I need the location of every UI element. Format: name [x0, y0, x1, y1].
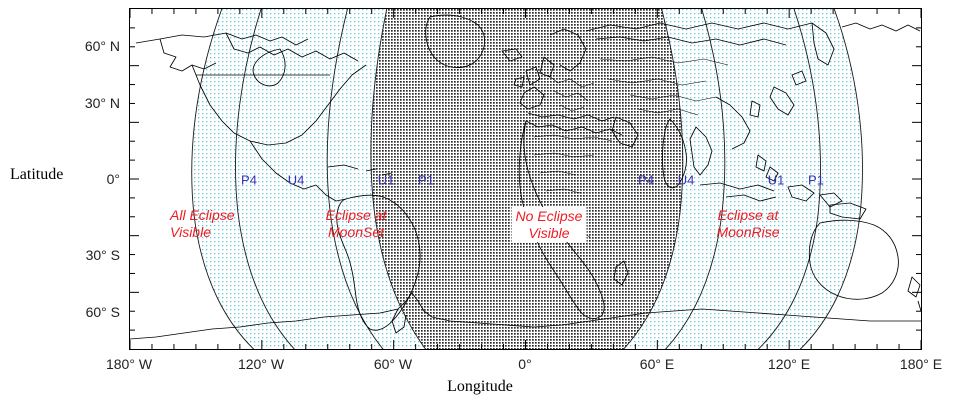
- contour-label-u1-east: U1: [767, 172, 785, 188]
- contour-label-p1-east: P1: [808, 172, 824, 188]
- contour-label-u4-east: U4: [677, 172, 695, 188]
- region-label-all-eclipse-visible: All Eclipse Visible: [170, 207, 235, 240]
- region-eclipse-at-moonset: [191, 9, 426, 349]
- contour-label-p4-east: P4: [638, 172, 654, 188]
- region-label-eclipse-at-moonset: Eclipse at MoonSet: [325, 207, 387, 240]
- map-svg: [130, 9, 921, 349]
- region-eclipse-at-moonrise: [623, 9, 863, 349]
- y-tick-label-60s: 60° S: [85, 304, 120, 320]
- contour-label-p4-west: P4: [241, 172, 257, 188]
- x-tick-label-60e: 60° E: [639, 356, 675, 372]
- region-label-eclipse-at-moonrise: Eclipse at MoonRise: [716, 207, 780, 240]
- x-tick-label-0: 0°: [518, 356, 532, 372]
- x-tick-label-180w: 180° W: [105, 356, 153, 372]
- x-tick-label-180e: 180° E: [899, 356, 943, 372]
- y-tick-label-30n: 30° N: [84, 95, 120, 111]
- x-tick-label-60w: 60° W: [373, 356, 413, 372]
- contour-label-u4-west: U4: [287, 172, 305, 188]
- region-label-no-eclipse-visible: No Eclipse Visible: [511, 207, 587, 243]
- region-no-eclipse-visible: [370, 9, 683, 349]
- y-tick-label-60n: 60° N: [84, 38, 120, 54]
- contour-label-u1-west: U1: [377, 172, 395, 188]
- x-axis-title: Longitude: [447, 378, 513, 395]
- x-tick-label-120e: 120° E: [767, 356, 811, 372]
- contour-label-p1-west: P1: [418, 172, 434, 188]
- x-tick-label-120w: 120° W: [237, 356, 285, 372]
- y-tick-label-30s: 30° S: [85, 247, 120, 263]
- map-plot-area: P4 U4 U1 P1 P4 U4 U1 P1 All Eclipse Visi…: [129, 8, 922, 350]
- axis-ticks: [130, 9, 921, 349]
- y-axis-title: Latitude: [10, 166, 64, 183]
- y-tick-label-0: 0°: [106, 171, 120, 187]
